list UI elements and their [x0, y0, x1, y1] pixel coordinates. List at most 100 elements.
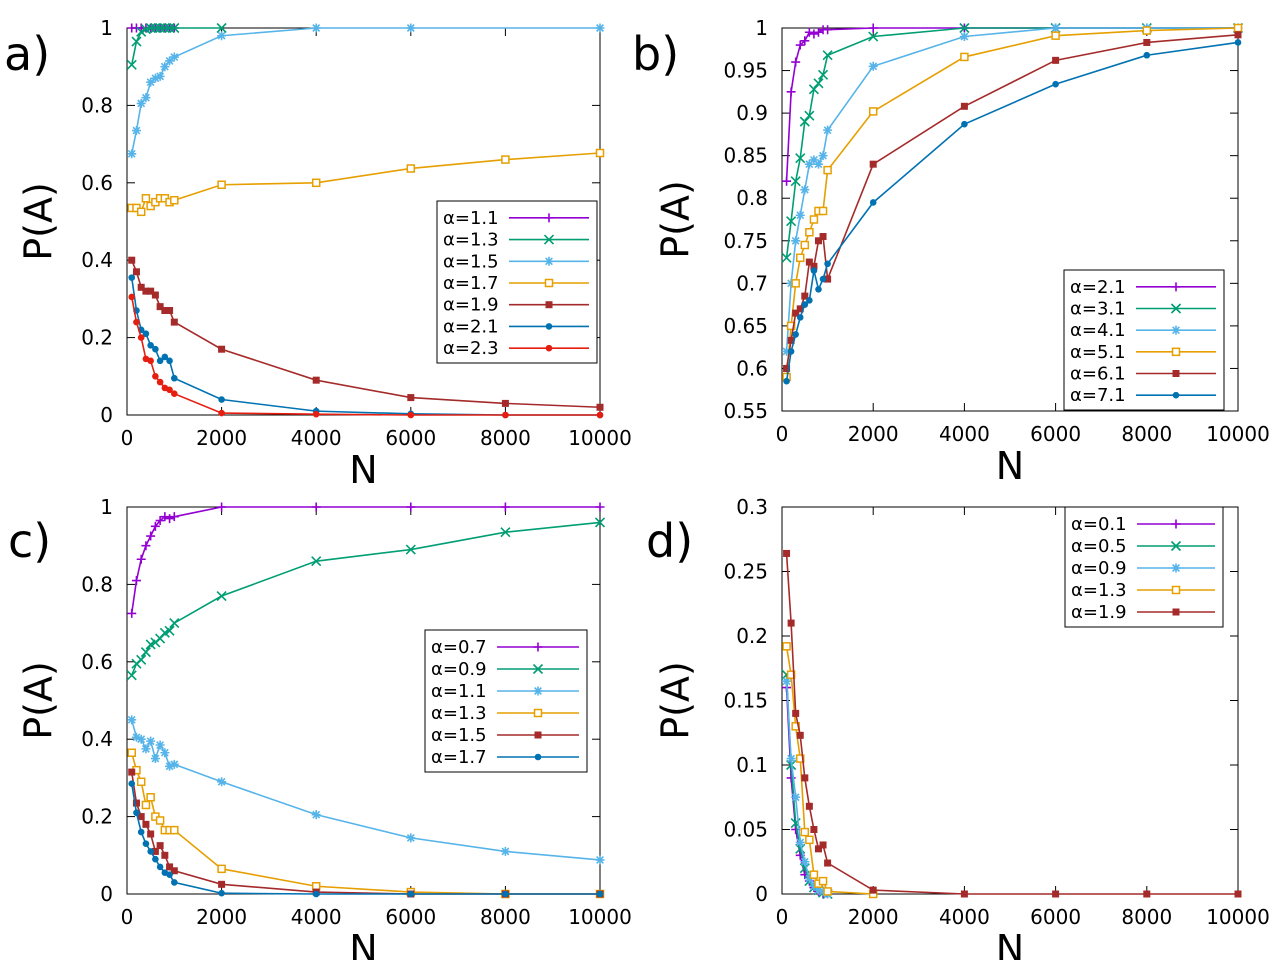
series-1 — [127, 502, 605, 618]
data-point — [1143, 38, 1151, 46]
data-point — [813, 159, 823, 169]
data-point — [171, 879, 178, 886]
data-point — [961, 120, 968, 128]
x-tick-label: 10000 — [1206, 422, 1270, 446]
data-point — [818, 206, 828, 216]
data-point — [960, 890, 968, 898]
data-point — [824, 859, 832, 867]
y-axis-label: P(A) — [16, 182, 60, 261]
data-point — [786, 278, 796, 288]
y-tick-label: 0.25 — [723, 560, 768, 584]
data-point — [1142, 26, 1152, 35]
legend-box — [1064, 506, 1224, 628]
data-point — [311, 502, 321, 512]
data-point — [1052, 56, 1060, 64]
data-point — [814, 237, 822, 245]
data-point — [791, 57, 801, 67]
data-point — [147, 357, 154, 365]
data-point — [786, 670, 796, 679]
data-point — [959, 22, 970, 34]
data-point — [809, 870, 819, 879]
data-point — [809, 155, 819, 165]
data-point — [218, 889, 225, 897]
legend-marker — [533, 686, 543, 696]
data-point — [1052, 890, 1060, 898]
data-point — [791, 792, 801, 802]
legend-label: α=4.1 — [1070, 320, 1126, 341]
data-point — [809, 29, 819, 39]
data-point — [141, 541, 151, 551]
data-point — [1052, 80, 1059, 88]
data-point — [137, 334, 145, 341]
data-point — [217, 502, 227, 512]
series-5 — [783, 31, 1242, 372]
data-point — [795, 153, 806, 164]
legend-marker — [533, 642, 543, 652]
series-3 — [127, 715, 605, 865]
data-point — [791, 279, 800, 288]
data-point — [782, 346, 792, 356]
x-axis-label: N — [996, 444, 1024, 488]
data-point — [136, 98, 146, 108]
y-tick-label: 1 — [755, 16, 768, 40]
legend-label: α=7.1 — [1070, 385, 1126, 406]
data-point — [137, 828, 145, 836]
data-point — [502, 890, 509, 898]
data-point — [146, 736, 156, 746]
legend: α=0.7α=0.9α=1.1α=1.3α=1.5α=1.7 — [424, 629, 588, 773]
legend-label: α=1.1 — [431, 681, 487, 702]
legend-marker — [543, 234, 555, 245]
data-point — [160, 512, 170, 522]
data-point — [155, 740, 165, 750]
series-line — [130, 783, 600, 895]
legend-label: α=1.9 — [443, 295, 499, 316]
data-point — [152, 855, 159, 863]
legend-label: α=0.9 — [431, 659, 487, 680]
legend-marker — [544, 213, 554, 223]
legend-marker — [1172, 391, 1180, 399]
legend-marker — [1171, 585, 1181, 595]
y-tick-label: 0 — [100, 403, 113, 427]
data-point — [824, 260, 831, 268]
series-5 — [128, 768, 604, 898]
legend-label: α=0.9 — [1071, 558, 1127, 579]
data-point — [790, 176, 801, 187]
legend-label: α=0.7 — [431, 637, 487, 658]
x-tick-label: 10000 — [568, 426, 632, 450]
data-point — [1051, 31, 1060, 40]
series-line — [785, 27, 1238, 182]
data-point — [1234, 39, 1242, 46]
legend: α=0.1α=0.5α=0.9α=1.3α=1.9 — [1064, 506, 1224, 628]
data-point — [814, 845, 822, 853]
data-point — [141, 93, 151, 103]
data-point — [133, 318, 140, 326]
series-2 — [126, 22, 227, 70]
panel-label: a) — [4, 27, 50, 81]
data-point — [786, 321, 796, 331]
data-point — [136, 207, 146, 217]
data-point — [128, 256, 136, 264]
data-point — [217, 180, 226, 189]
data-point — [131, 732, 141, 742]
data-point — [136, 26, 147, 37]
data-point — [787, 336, 795, 344]
data-point — [136, 654, 147, 665]
data-point — [782, 176, 792, 186]
data-point — [960, 52, 969, 62]
data-point — [786, 216, 797, 227]
data-point — [165, 514, 175, 524]
data-point — [795, 754, 805, 763]
y-tick-label: 0.05 — [723, 818, 768, 842]
legend-marker — [545, 301, 553, 309]
data-point — [136, 777, 146, 787]
legend-marker — [1172, 608, 1180, 616]
data-point — [156, 863, 164, 871]
legend-marker — [532, 663, 544, 675]
panel-label: d) — [646, 514, 693, 568]
data-point — [137, 813, 145, 821]
data-point — [818, 876, 828, 886]
data-point — [126, 670, 137, 681]
y-tick-label: 0.2 — [736, 624, 768, 648]
y-tick-label: 0.8 — [81, 93, 113, 117]
data-point — [796, 314, 804, 321]
